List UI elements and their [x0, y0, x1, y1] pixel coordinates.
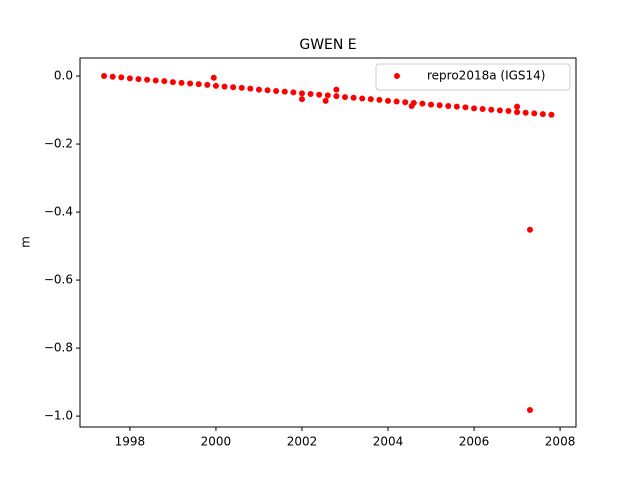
point: [255, 86, 262, 93]
point: [445, 102, 452, 109]
y-tick-label: −0.6: [44, 273, 73, 287]
point: [526, 406, 533, 413]
point: [453, 103, 460, 110]
point: [488, 106, 495, 113]
point: [393, 98, 400, 105]
point: [273, 87, 280, 94]
point: [264, 87, 271, 94]
point: [333, 93, 340, 100]
point: [161, 78, 168, 85]
point: [169, 79, 176, 86]
point: [281, 88, 288, 95]
y-tick-label: −0.2: [44, 137, 73, 151]
point: [101, 73, 108, 80]
point: [126, 75, 133, 82]
y-tick-label: 0.0: [54, 69, 73, 83]
legend-box: [375, 63, 571, 91]
point: [298, 90, 305, 97]
y-tick-label: −0.4: [44, 205, 73, 219]
point: [496, 107, 503, 114]
point: [135, 76, 142, 83]
point: [539, 111, 546, 118]
point: [204, 81, 211, 88]
x-tick-label: 2008: [545, 435, 576, 449]
point: [238, 84, 245, 91]
point: [210, 74, 217, 81]
x-tick-label: 2002: [287, 435, 318, 449]
point: [307, 91, 314, 98]
point: [402, 99, 409, 106]
point: [548, 111, 555, 118]
chart-title: GWEN E: [299, 37, 356, 53]
point: [428, 101, 435, 108]
point: [514, 103, 521, 110]
x-tick-label: 2006: [459, 435, 490, 449]
point: [462, 104, 469, 111]
point: [290, 89, 297, 96]
x-tick-label: 2004: [373, 435, 404, 449]
point: [322, 97, 329, 104]
point: [531, 110, 538, 117]
point: [195, 81, 202, 88]
point: [324, 92, 331, 99]
point: [333, 86, 340, 93]
x-tick-label: 2000: [201, 435, 232, 449]
y-axis-label: m: [19, 236, 33, 248]
point: [221, 83, 228, 90]
point: [376, 96, 383, 103]
point: [526, 226, 533, 233]
point: [471, 105, 478, 112]
point: [212, 82, 219, 89]
point: [298, 96, 305, 103]
point: [247, 85, 254, 92]
point: [359, 95, 366, 102]
point: [408, 102, 415, 109]
point: [505, 108, 512, 115]
point: [385, 97, 392, 104]
point: [118, 74, 125, 81]
point: [436, 102, 443, 109]
point: [367, 96, 374, 103]
point: [522, 109, 529, 116]
point: [479, 106, 486, 113]
point: [230, 84, 237, 91]
point: [152, 77, 159, 84]
legend-label: repro2018a (IGS14): [427, 69, 545, 83]
point: [144, 76, 151, 83]
legend-marker: [394, 73, 400, 79]
y-tick-label: −1.0: [44, 409, 73, 423]
y-tick-label: −0.8: [44, 341, 73, 355]
point: [514, 109, 521, 116]
point: [187, 80, 194, 87]
plot-frame: [79, 57, 577, 428]
point: [341, 94, 348, 101]
point: [419, 100, 426, 107]
x-tick-label: 1998: [115, 435, 146, 449]
point: [316, 91, 323, 98]
point: [350, 94, 357, 101]
point: [109, 73, 116, 80]
point: [178, 79, 185, 86]
